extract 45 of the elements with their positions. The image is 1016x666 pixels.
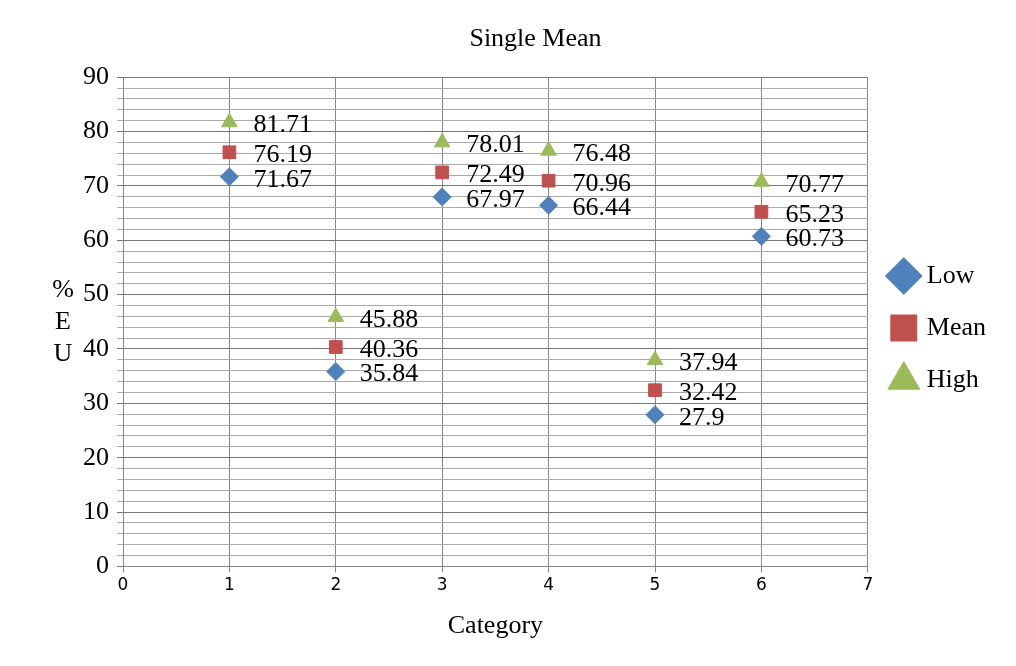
- y-tick-label: 30: [83, 387, 109, 417]
- point: [648, 383, 662, 398]
- data-label: 45.88: [359, 303, 419, 333]
- point: [645, 405, 665, 425]
- legend-label: Low: [926, 259, 975, 289]
- point: [540, 141, 557, 156]
- point: [222, 145, 237, 160]
- point: [326, 362, 346, 382]
- y-axis-title: %EU: [52, 273, 74, 367]
- point: [433, 132, 451, 148]
- point: [754, 204, 769, 219]
- x-tick-label: 4: [543, 574, 555, 595]
- point: [328, 340, 343, 354]
- data-label: 37.94: [679, 347, 738, 376]
- point: [435, 165, 450, 180]
- legend-label: High: [926, 363, 979, 393]
- y-tick-label: 70: [83, 169, 109, 199]
- point: [432, 187, 452, 207]
- x-tick-label: 0: [117, 574, 129, 595]
- y-tick-label: 80: [83, 115, 109, 145]
- legend-label: Mean: [926, 311, 986, 341]
- y-tick-label: 40: [83, 332, 109, 362]
- y-tick-label: 10: [83, 495, 109, 525]
- x-tick-label: 3: [436, 574, 448, 595]
- point: [219, 167, 239, 187]
- x-tick-label: 5: [649, 574, 661, 595]
- y-tick-label: 50: [83, 278, 109, 308]
- data-label: 70.77: [785, 168, 844, 198]
- y-tick-label: 60: [83, 224, 109, 254]
- x-tick-label: 2: [330, 574, 342, 595]
- data-label: 81.71: [253, 109, 312, 139]
- data-label: 78.01: [466, 129, 525, 159]
- point: [539, 195, 559, 215]
- y-tick-label: 90: [83, 61, 109, 91]
- data-label: 76.48: [572, 137, 632, 167]
- point: [751, 226, 771, 246]
- x-tick-label: 1: [223, 574, 235, 595]
- point: [753, 172, 770, 187]
- x-tick-label: 6: [755, 574, 767, 595]
- chart-title: Single Mean: [469, 23, 602, 53]
- x-axis-title: Category: [447, 610, 544, 640]
- x-tick-label: 7: [862, 574, 874, 595]
- point: [541, 173, 556, 188]
- y-tick-label: 20: [83, 441, 109, 471]
- point: [221, 112, 238, 128]
